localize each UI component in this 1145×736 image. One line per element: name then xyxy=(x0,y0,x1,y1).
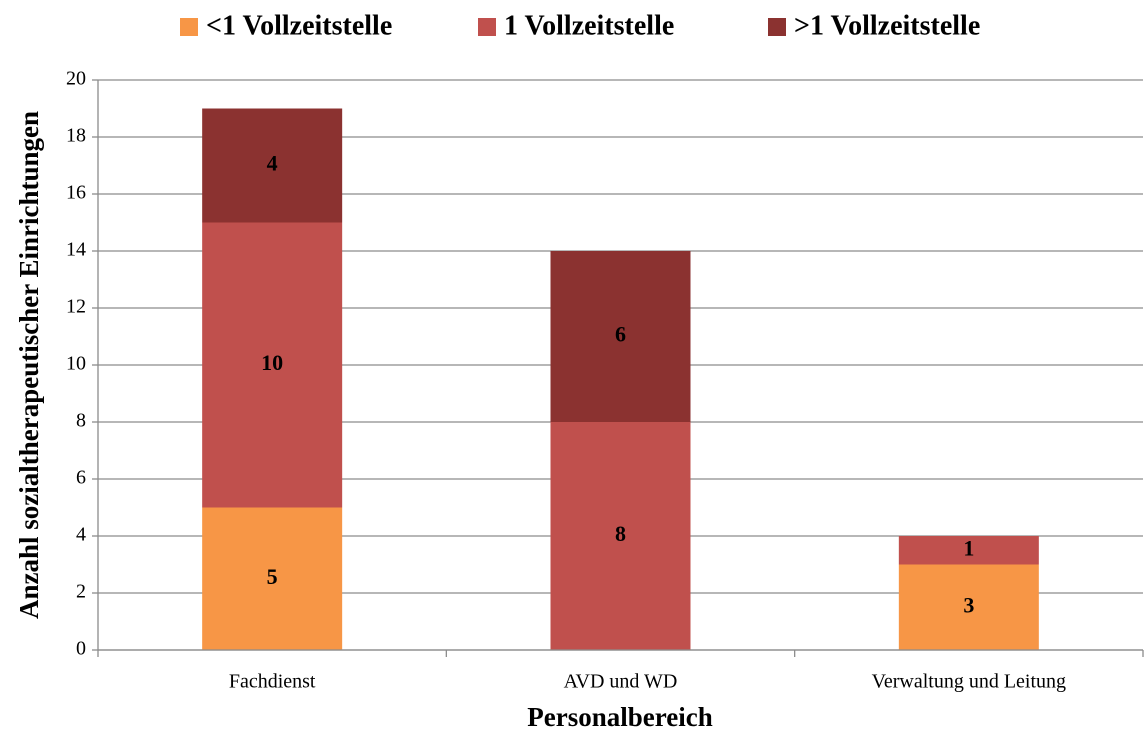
y-tick-label: 10 xyxy=(66,353,86,375)
data-label: 10 xyxy=(261,350,283,375)
bar-segment xyxy=(202,507,343,650)
data-label: 4 xyxy=(267,151,278,176)
y-tick-label: 14 xyxy=(66,239,86,261)
data-label: 5 xyxy=(267,564,278,589)
y-tick-label: 6 xyxy=(76,467,86,489)
data-label: 8 xyxy=(615,521,626,546)
y-tick-label: 4 xyxy=(76,524,86,546)
data-label: 1 xyxy=(963,535,974,560)
legend-swatch xyxy=(768,18,786,36)
x-tick-label: Fachdienst xyxy=(229,671,316,693)
y-tick-label: 8 xyxy=(76,410,86,432)
y-axis-title: Anzahl sozialtherapeutischer Einrichtung… xyxy=(14,111,44,619)
data-label: 6 xyxy=(615,322,626,347)
bar-segment xyxy=(550,251,691,422)
legend-label: >1 Vollzeitstelle xyxy=(794,10,980,41)
x-axis-title: Personalbereich xyxy=(527,702,712,732)
x-tick-label: AVD und WD xyxy=(564,671,678,693)
legend-label: 1 Vollzeitstelle xyxy=(504,10,674,41)
bar-segment xyxy=(898,564,1039,650)
legend-label: <1 Vollzeitstelle xyxy=(206,10,392,41)
bar-segment xyxy=(202,108,343,223)
y-tick-label: 0 xyxy=(76,638,86,660)
data-label: 3 xyxy=(963,592,974,617)
bar-segment xyxy=(550,422,691,650)
bar-segment xyxy=(202,222,343,508)
y-tick-label: 18 xyxy=(66,125,86,147)
x-tick-label: Verwaltung und Leitung xyxy=(872,671,1066,693)
legend-swatch xyxy=(180,18,198,36)
legend-swatch xyxy=(478,18,496,36)
y-tick-label: 2 xyxy=(76,581,86,603)
bar-segment xyxy=(898,536,1039,565)
y-tick-label: 12 xyxy=(66,296,86,318)
y-tick-label: 20 xyxy=(66,68,86,90)
y-tick-label: 16 xyxy=(66,182,86,204)
